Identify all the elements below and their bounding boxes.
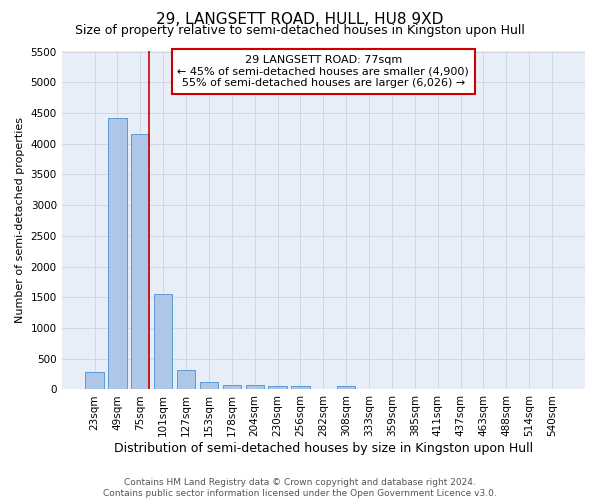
- Bar: [109, 118, 127, 390]
- Bar: [337, 386, 355, 390]
- Bar: [200, 382, 218, 390]
- Bar: [245, 386, 264, 390]
- X-axis label: Distribution of semi-detached houses by size in Kingston upon Hull: Distribution of semi-detached houses by …: [114, 442, 533, 455]
- Text: Size of property relative to semi-detached houses in Kingston upon Hull: Size of property relative to semi-detach…: [75, 24, 525, 37]
- Bar: [177, 370, 195, 390]
- Bar: [85, 372, 104, 390]
- Y-axis label: Number of semi-detached properties: Number of semi-detached properties: [15, 118, 25, 324]
- Bar: [223, 385, 241, 390]
- Text: 29 LANGSETT ROAD: 77sqm
← 45% of semi-detached houses are smaller (4,900)
55% of: 29 LANGSETT ROAD: 77sqm ← 45% of semi-de…: [178, 55, 469, 88]
- Text: 29, LANGSETT ROAD, HULL, HU8 9XD: 29, LANGSETT ROAD, HULL, HU8 9XD: [157, 12, 443, 28]
- Text: Contains HM Land Registry data © Crown copyright and database right 2024.
Contai: Contains HM Land Registry data © Crown c…: [103, 478, 497, 498]
- Bar: [154, 294, 172, 390]
- Bar: [268, 386, 287, 390]
- Bar: [131, 134, 149, 390]
- Bar: [292, 386, 310, 390]
